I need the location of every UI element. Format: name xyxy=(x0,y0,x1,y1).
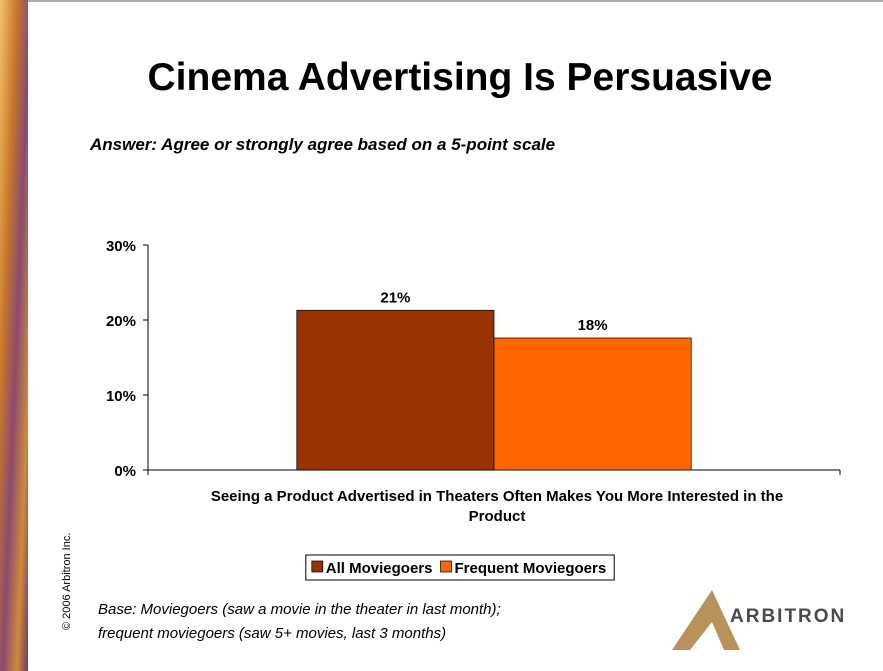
y-tick-label: 30% xyxy=(106,238,136,255)
footnote: frequent moviegoers (saw 5+ movies, last… xyxy=(98,625,446,642)
y-tick-label: 20% xyxy=(106,313,136,330)
logo: ARBITRON xyxy=(730,606,846,627)
footnote: Base: Moviegoers (saw a movie in the the… xyxy=(98,601,501,618)
data-label: 21% xyxy=(380,289,410,306)
copyright: © 2006 Arbitron Inc. xyxy=(61,533,73,630)
data-label: 18% xyxy=(578,317,608,334)
legend-swatch xyxy=(312,561,323,572)
chart-title: Cinema Advertising Is Persuasive xyxy=(148,56,773,99)
legend-swatch xyxy=(441,561,452,572)
bar xyxy=(297,310,494,470)
chart: Cinema Advertising Is Persuasive Answer:… xyxy=(0,0,883,671)
x-tick-label: Seeing a Product Advertised in Theaters … xyxy=(190,487,804,527)
bar xyxy=(494,338,691,470)
y-tick-label: 0% xyxy=(114,463,136,480)
decor-strip xyxy=(0,0,28,671)
y-tick-label: 10% xyxy=(106,388,136,405)
legend-label: All Moviegoers xyxy=(326,560,433,577)
subtitle: Answer: Agree or strongly agree based on… xyxy=(89,135,555,154)
legend: All Moviegoers Frequent Moviegoers xyxy=(306,555,614,580)
slide: Cinema Advertising Is Persuasive Answer:… xyxy=(0,0,883,671)
legend-label: Frequent Moviegoers xyxy=(455,560,607,577)
